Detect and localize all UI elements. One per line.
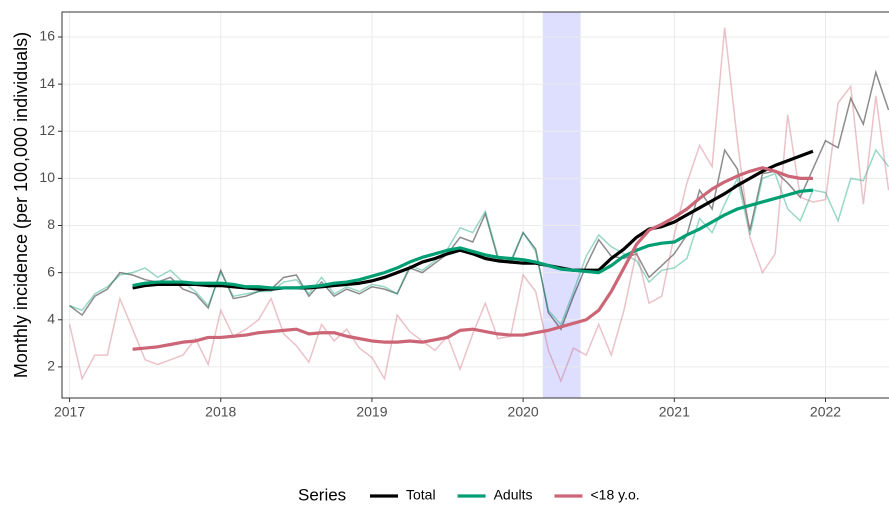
- y-tick-label: 8: [47, 216, 55, 232]
- y-tick-label: 12: [39, 122, 55, 138]
- trend-line: [132, 188, 814, 290]
- x-tick-label: 2018: [205, 404, 236, 420]
- raw-line: [69, 69, 889, 331]
- legend-label: Total: [406, 487, 436, 503]
- y-tick-label: 4: [47, 310, 55, 326]
- x-tick-label: 2019: [356, 404, 387, 420]
- y-tick-label: 6: [47, 263, 55, 279]
- x-tick-label: 2017: [54, 404, 85, 420]
- legend-label: Adults: [494, 487, 533, 503]
- raw-line: [69, 148, 889, 326]
- x-tick-label: 2020: [508, 404, 539, 420]
- panel-border: [61, 11, 889, 399]
- trend-line: [132, 166, 813, 351]
- x-tick-label: 2022: [810, 404, 841, 420]
- y-tick-label: 2: [47, 358, 55, 374]
- raw-line: [68, 27, 889, 384]
- legend-title: Series: [298, 485, 346, 504]
- y-axis-title: Monthly incidence (per 100,000 individua…: [11, 32, 31, 378]
- y-tick-label: 14: [39, 75, 55, 91]
- legend-label: <18 y.o.: [591, 487, 640, 503]
- y-tick-label: 10: [39, 169, 55, 185]
- trend-line: [132, 149, 814, 291]
- shaded-period: [542, 12, 581, 398]
- x-tick-label: 2021: [659, 404, 690, 420]
- y-tick-label: 16: [39, 28, 55, 44]
